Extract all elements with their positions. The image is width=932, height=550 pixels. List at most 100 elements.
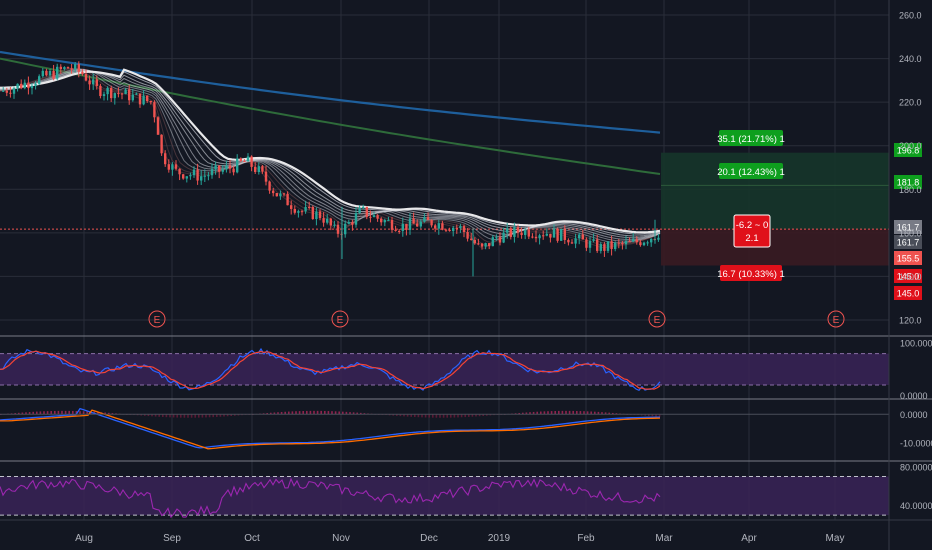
macd-histogram-bar	[554, 410, 556, 415]
rsi-tick-label: 40.0000	[900, 501, 932, 511]
candle-body	[552, 228, 556, 238]
macd-histogram-bar	[471, 414, 474, 417]
macd-histogram-bar	[234, 414, 236, 416]
stop-label-box	[720, 265, 782, 281]
macd-histogram-bar	[356, 412, 358, 415]
macd-histogram-bar	[50, 411, 52, 415]
macd-histogram-bar	[417, 414, 420, 418]
candle-body	[650, 238, 653, 243]
macd-histogram-bar	[460, 414, 463, 418]
candle-body	[23, 82, 26, 89]
macd-histogram-bar	[266, 413, 268, 415]
candle-body	[117, 93, 120, 95]
candle-body	[657, 237, 660, 240]
candle-body	[102, 94, 106, 97]
candle-body	[614, 242, 617, 250]
macd-histogram-bar	[489, 414, 492, 416]
candle-body	[462, 226, 466, 233]
candle-body	[434, 225, 437, 229]
candle-body	[588, 240, 592, 248]
macd-histogram-bar	[597, 411, 600, 415]
macd-histogram-bar	[579, 411, 582, 415]
candle-body	[95, 79, 98, 86]
candle-body	[63, 67, 66, 70]
macd-histogram-bar	[172, 414, 175, 418]
candle-body	[495, 237, 498, 239]
macd-histogram-bar	[446, 414, 448, 418]
candle-body	[315, 211, 318, 220]
candle-body	[149, 101, 152, 103]
candle-body	[369, 216, 372, 218]
macd-histogram-bar	[576, 410, 578, 415]
candle-body	[509, 228, 512, 237]
candle-body	[491, 237, 494, 247]
macd-histogram-bar	[54, 410, 56, 415]
ema-ribbon-line	[0, 69, 661, 242]
candle-body	[596, 239, 599, 251]
candle-body	[448, 229, 451, 232]
candle-body	[56, 66, 59, 79]
candle-body	[455, 227, 458, 229]
candle-body	[250, 156, 253, 167]
rsi-line	[0, 477, 661, 519]
price-axis-badge	[894, 143, 922, 157]
candle-body	[153, 102, 156, 118]
candle-body	[12, 88, 16, 94]
candle-body	[207, 175, 210, 177]
candle-body	[556, 228, 559, 241]
candle-body	[372, 215, 376, 218]
candle-body	[282, 193, 286, 195]
candle-body	[527, 229, 530, 237]
macd-histogram-bar	[270, 412, 272, 415]
macd-histogram-bar	[342, 411, 344, 415]
macd-histogram-bar	[615, 413, 618, 415]
macd-histogram-bar	[302, 411, 304, 415]
candle-body	[524, 229, 527, 236]
candle-body	[279, 193, 282, 197]
target-1-label: 20.1 (12.43%) 1	[717, 167, 785, 178]
candle-body	[617, 242, 620, 244]
candle-body	[401, 223, 404, 232]
candle-body	[351, 222, 354, 225]
macd-histogram-bar	[486, 414, 488, 416]
candle-body	[336, 224, 340, 234]
macd-histogram-bar	[525, 412, 528, 415]
candle-body	[5, 90, 8, 93]
candle-body	[419, 221, 422, 227]
macd-histogram-bar	[309, 410, 312, 415]
macd-histogram-bar	[331, 411, 333, 415]
candle-body	[599, 244, 602, 251]
candle-body	[477, 243, 480, 245]
candle-body	[243, 161, 246, 163]
macd-histogram-bar	[324, 410, 326, 415]
candle-body	[34, 83, 37, 86]
candle-body	[452, 227, 455, 232]
macd-histogram-bar	[57, 410, 60, 415]
macd-histogram-bar	[583, 411, 585, 415]
candle-body	[225, 165, 228, 170]
position-labels[interactable]: 35.1 (21.71%) 1 20.1 (12.43%) 1 -6.2 ~ 0 2.…	[717, 130, 922, 300]
candle-body	[27, 82, 30, 89]
candle-body	[59, 66, 62, 70]
stoch-band	[0, 353, 889, 385]
price-axis-badge	[894, 269, 922, 283]
macd-histogram-bar	[334, 411, 337, 415]
macd-histogram-bar	[140, 414, 142, 416]
macd-histogram-bar	[428, 414, 430, 418]
candle-body	[286, 193, 289, 206]
candle-body	[228, 165, 232, 169]
candle-body	[538, 235, 541, 239]
time-tick-label: Mar	[655, 533, 673, 544]
candle-body	[354, 213, 358, 225]
candle-body	[318, 211, 322, 219]
candle-body	[606, 241, 610, 251]
macd-histogram-bar	[572, 410, 574, 415]
candle-body	[344, 223, 347, 235]
candle-body	[203, 175, 206, 177]
candle-body	[182, 174, 185, 179]
candle-body	[488, 243, 491, 247]
candle-body	[52, 70, 55, 79]
macd-histogram-bar	[79, 411, 81, 415]
